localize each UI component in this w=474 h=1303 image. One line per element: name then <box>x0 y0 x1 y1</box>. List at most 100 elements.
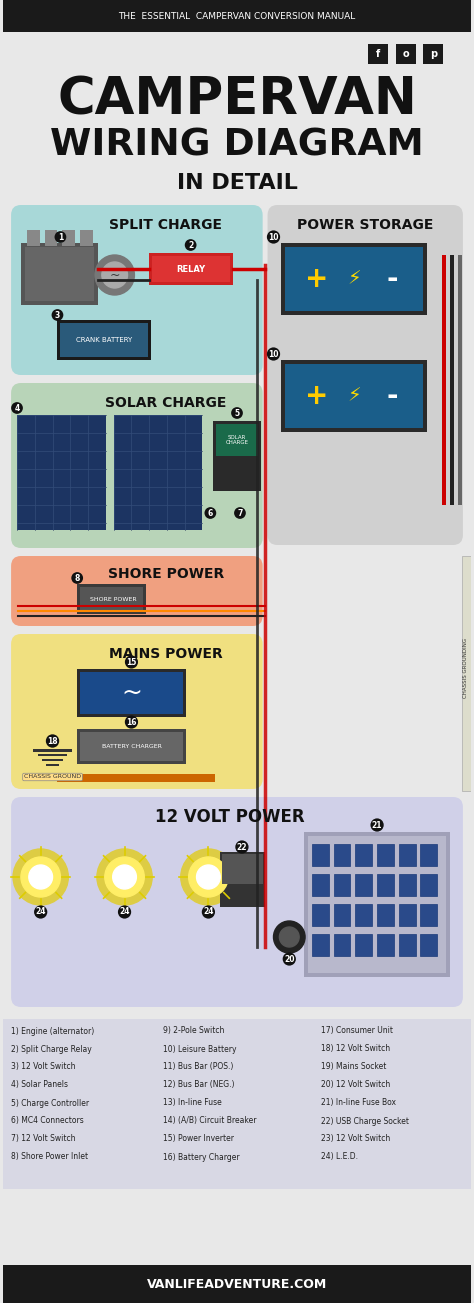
Text: 12 VOLT POWER: 12 VOLT POWER <box>155 808 305 826</box>
Text: BATTERY CHARGER: BATTERY CHARGER <box>101 744 161 748</box>
Text: MAINS POWER: MAINS POWER <box>109 648 223 661</box>
Text: 4) Solar Panels: 4) Solar Panels <box>11 1080 68 1089</box>
Text: 7: 7 <box>237 508 243 517</box>
Bar <box>334 904 350 926</box>
Bar <box>420 844 437 866</box>
FancyBboxPatch shape <box>11 205 263 375</box>
Text: 20) 12 Volt Switch: 20) 12 Volt Switch <box>321 1080 390 1089</box>
Text: 17) Consumer Unit: 17) Consumer Unit <box>321 1027 393 1036</box>
Text: SPLIT CHARGE: SPLIT CHARGE <box>109 218 222 232</box>
Circle shape <box>181 850 236 906</box>
Bar <box>356 844 372 866</box>
Bar <box>3 1019 471 1190</box>
Bar <box>458 255 462 506</box>
Bar <box>77 668 186 717</box>
Bar <box>312 874 329 896</box>
Bar <box>399 904 416 926</box>
Bar <box>377 844 394 866</box>
Text: 13) In-line Fuse: 13) In-line Fuse <box>163 1098 222 1108</box>
Circle shape <box>102 262 128 288</box>
Bar <box>25 248 94 301</box>
Bar <box>216 423 258 456</box>
Text: THE  ESSENTIAL  CAMPERVAN CONVERSION MANUAL: THE ESSENTIAL CAMPERVAN CONVERSION MANUA… <box>118 12 356 21</box>
Circle shape <box>113 865 137 889</box>
Bar <box>423 44 443 64</box>
Text: 8) Shore Power Inlet: 8) Shore Power Inlet <box>11 1152 88 1161</box>
Bar <box>114 414 202 530</box>
Circle shape <box>189 857 228 896</box>
Text: CRANK BATTERY: CRANK BATTERY <box>76 337 132 343</box>
Text: 2) Split Charge Relay: 2) Split Charge Relay <box>11 1045 92 1054</box>
Bar <box>42 760 64 761</box>
Bar <box>77 728 186 764</box>
Text: ~: ~ <box>109 268 120 281</box>
FancyBboxPatch shape <box>11 635 263 790</box>
Bar <box>17 414 106 530</box>
Bar <box>220 852 264 907</box>
Text: 8: 8 <box>74 573 80 582</box>
Bar <box>399 844 416 866</box>
Text: f: f <box>376 50 380 59</box>
Bar <box>282 360 428 433</box>
Text: 15) Power Inverter: 15) Power Inverter <box>163 1135 234 1144</box>
FancyBboxPatch shape <box>11 383 263 549</box>
FancyBboxPatch shape <box>268 205 463 545</box>
Circle shape <box>95 255 135 294</box>
Text: 16) Battery Charger: 16) Battery Charger <box>163 1152 240 1161</box>
Text: 1) Engine (alternator): 1) Engine (alternator) <box>11 1027 94 1036</box>
Text: SOLAR
CHARGE: SOLAR CHARGE <box>226 435 248 446</box>
Text: 5: 5 <box>235 409 239 417</box>
Text: 19) Mains Socket: 19) Mains Socket <box>321 1062 386 1071</box>
Text: 10) Leisure Battery: 10) Leisure Battery <box>163 1045 237 1054</box>
Text: 23) 12 Volt Switch: 23) 12 Volt Switch <box>321 1135 390 1144</box>
Bar <box>377 904 394 926</box>
Text: p: p <box>430 50 437 59</box>
Text: CHASSIS GROUND: CHASSIS GROUND <box>24 774 81 779</box>
Bar <box>80 586 143 611</box>
Bar <box>420 904 437 926</box>
Text: 11) Bus Bar (POS.): 11) Bus Bar (POS.) <box>163 1062 233 1071</box>
Bar <box>46 764 59 766</box>
Text: 15: 15 <box>126 658 137 667</box>
Bar <box>285 248 423 311</box>
Bar <box>396 44 416 64</box>
Text: 20: 20 <box>284 955 294 963</box>
Text: 3: 3 <box>55 310 60 319</box>
Text: 24: 24 <box>36 907 46 916</box>
Text: 2: 2 <box>188 241 193 249</box>
Text: WIRING DIAGRAM: WIRING DIAGRAM <box>50 126 424 163</box>
Bar <box>312 904 329 926</box>
Bar <box>312 844 329 866</box>
Text: 3) 12 Volt Switch: 3) 12 Volt Switch <box>11 1062 75 1071</box>
Bar <box>27 231 40 246</box>
Bar <box>334 844 350 866</box>
Bar <box>377 874 394 896</box>
Text: 6: 6 <box>208 508 213 517</box>
Text: 18: 18 <box>47 736 58 745</box>
Text: 24) L.E.D.: 24) L.E.D. <box>321 1152 358 1161</box>
Bar <box>356 934 372 956</box>
Circle shape <box>97 850 152 906</box>
Text: SHORE POWER: SHORE POWER <box>108 567 224 581</box>
Bar <box>80 672 183 714</box>
Bar <box>80 231 93 246</box>
Bar <box>3 0 471 33</box>
Text: CHASSIS GROUNDING: CHASSIS GROUNDING <box>464 638 468 698</box>
Text: 6) MC4 Connectors: 6) MC4 Connectors <box>11 1117 84 1126</box>
Text: SHORE POWER: SHORE POWER <box>91 597 137 602</box>
Text: 22: 22 <box>237 843 247 851</box>
Bar <box>356 904 372 926</box>
Circle shape <box>29 865 53 889</box>
Bar <box>57 774 215 782</box>
Text: ⚡: ⚡ <box>347 270 361 288</box>
Text: 5) Charge Controller: 5) Charge Controller <box>11 1098 89 1108</box>
Bar <box>3 1265 471 1303</box>
Bar <box>60 323 148 357</box>
Text: RELAY: RELAY <box>176 265 205 274</box>
Circle shape <box>13 850 68 906</box>
Text: 16: 16 <box>126 718 137 727</box>
Circle shape <box>197 865 220 889</box>
Bar <box>377 934 394 956</box>
Text: 10: 10 <box>268 349 279 358</box>
Bar <box>450 255 454 506</box>
